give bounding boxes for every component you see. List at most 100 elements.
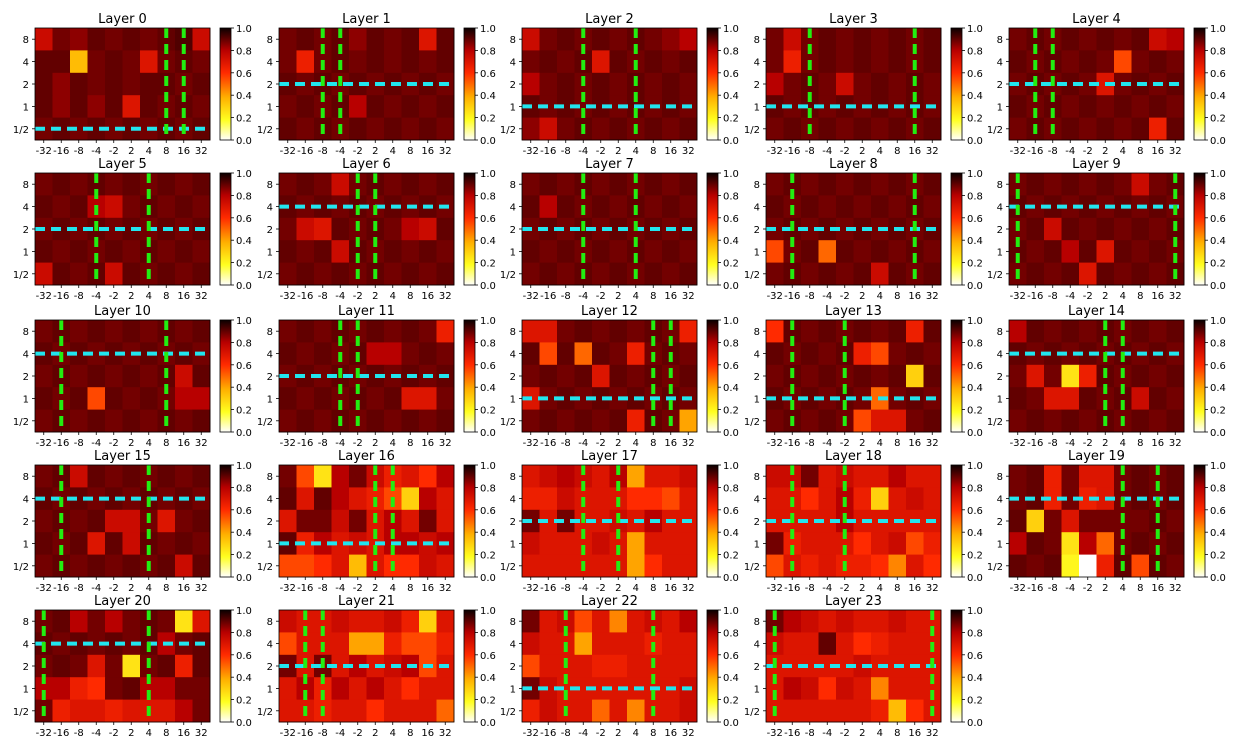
heatmap-cell	[314, 320, 332, 343]
colorbar-tick-label: 0.8	[236, 338, 252, 349]
x-tick-label: -8	[805, 728, 815, 739]
heatmap-cell	[35, 554, 53, 578]
x-tick-label: 8	[650, 146, 656, 157]
x-tick-label: -8	[805, 146, 815, 157]
heatmap-cell	[522, 364, 540, 388]
colorbar-tick-label: 0.4	[1210, 383, 1226, 394]
x-tick-label: 2	[615, 438, 621, 449]
heatmap-cell	[401, 699, 420, 723]
x-tick-label: 8	[894, 146, 900, 157]
y-tick-label: 4	[23, 350, 29, 361]
panel-title: Layer 5	[98, 157, 147, 172]
heatmap-cell	[401, 28, 420, 51]
heatmap-cell	[1026, 465, 1045, 488]
heatmap-cell	[557, 95, 575, 118]
x-tick-label: 16	[421, 438, 434, 449]
heatmap-cell	[539, 632, 558, 656]
heatmap-cell	[766, 50, 784, 74]
heatmap-cell	[818, 240, 837, 263]
heatmap-cell	[923, 195, 942, 219]
heatmap-cell	[766, 409, 784, 433]
heatmap-cell	[105, 610, 123, 633]
colorbar-tick-label: 0.6	[1210, 506, 1226, 517]
colorbar	[1193, 319, 1206, 433]
colorbar-tick-label: 0.6	[967, 651, 983, 662]
heatmap-cell	[175, 195, 193, 219]
x-tick-label: -32	[1010, 146, 1026, 157]
x-tick-label: -8	[561, 291, 571, 302]
heatmap-cell	[574, 364, 593, 388]
y-tick-label: 1/2	[744, 270, 760, 281]
heatmap-cell	[679, 320, 698, 343]
heatmap-cell	[52, 240, 71, 263]
colorbar-tick-label: 0.2	[480, 551, 496, 562]
heatmap-cell	[644, 28, 663, 51]
heatmap-cell	[1079, 28, 1097, 51]
heatmap-cell	[522, 465, 540, 488]
heatmap-cell	[888, 72, 907, 96]
heatmap-cell	[140, 72, 158, 96]
x-tick-label: 8	[163, 291, 169, 302]
colorbar-tick-label: 0.2	[967, 551, 983, 562]
heatmap-cell	[557, 217, 575, 241]
heatmap-cell	[662, 240, 680, 263]
heatmap-cell	[349, 509, 367, 533]
heatmap-cell	[192, 654, 211, 678]
panel-title: Layer 8	[829, 157, 878, 172]
heatmap-cell	[1009, 465, 1027, 488]
x-tick-label: 2	[1102, 146, 1108, 157]
heatmap-cell	[557, 364, 575, 388]
colorbar-tick-label: 0.0	[723, 136, 739, 147]
x-tick-label: -2	[353, 291, 363, 302]
x-tick-label: 32	[926, 583, 939, 594]
heatmap-cell	[818, 487, 837, 511]
heatmap-cell	[766, 72, 784, 96]
colorbar-tick-label: 0.0	[723, 428, 739, 439]
heatmap-cell	[1166, 364, 1185, 388]
x-tick-label: -32	[523, 728, 539, 739]
panel-title: Layer 7	[585, 157, 634, 172]
colorbar-tick-label: 0.0	[236, 136, 252, 147]
x-tick-label: -8	[74, 291, 84, 302]
x-tick-label: 8	[163, 728, 169, 739]
heatmap-cell	[349, 699, 367, 723]
x-tick-label: -8	[1048, 583, 1058, 594]
x-tick-label: 16	[177, 291, 190, 302]
y-tick-label: 1/2	[500, 417, 516, 428]
colorbar-tick-label: 0.4	[723, 236, 739, 247]
heatmap-cell	[923, 72, 942, 96]
x-tick-label: -32	[767, 438, 783, 449]
heatmap-cell	[574, 409, 593, 433]
heatmap-cell	[331, 195, 350, 219]
heatmap-cell	[87, 487, 106, 511]
heatmap-cell	[539, 654, 558, 678]
heatmap-cell	[35, 72, 53, 96]
heatmap-cell	[314, 28, 332, 51]
heatmap-cell	[122, 677, 141, 700]
heatmap-cell	[888, 487, 907, 511]
x-tick-label: 4	[633, 583, 639, 594]
heatmap-cell	[1044, 487, 1062, 511]
heatmap-cell	[1079, 465, 1097, 488]
heatmap-cell	[122, 28, 141, 51]
x-tick-label: -8	[318, 438, 328, 449]
heatmap-cell	[557, 50, 575, 74]
x-tick-label: 2	[128, 438, 134, 449]
x-tick-label: 2	[1102, 583, 1108, 594]
heatmap-cell	[1026, 487, 1045, 511]
panel-title: Layer 18	[825, 449, 882, 464]
heatmap-cell	[679, 342, 698, 366]
x-tick-label: 8	[894, 291, 900, 302]
heatmap-cell	[419, 240, 437, 263]
heatmap-cell	[140, 95, 158, 118]
colorbar	[950, 319, 963, 433]
heatmap-cell	[331, 509, 350, 533]
heatmap-cell	[140, 532, 158, 555]
heatmap-cell	[801, 342, 819, 366]
heatmap-cell	[1061, 387, 1080, 410]
x-tick-label: 4	[146, 291, 152, 302]
colorbar-tick-label: 0.8	[967, 46, 983, 57]
heatmap-cell	[836, 677, 854, 700]
heatmap-cell	[592, 117, 610, 141]
heatmap-cell	[157, 240, 176, 263]
